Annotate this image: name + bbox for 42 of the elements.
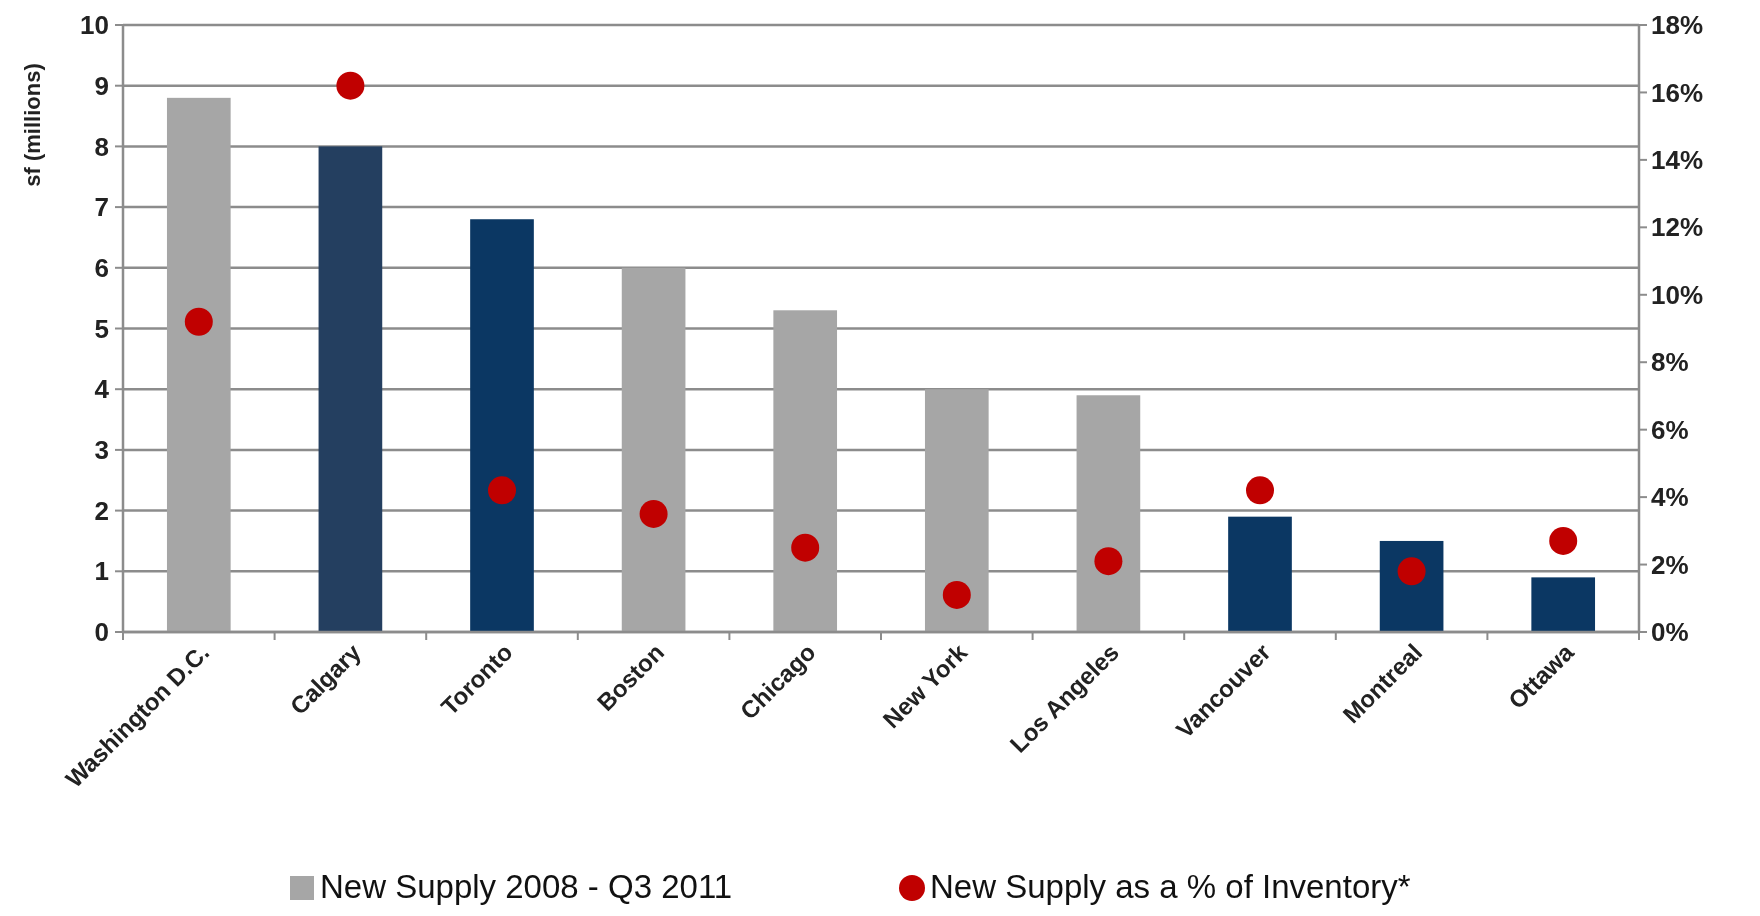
y-tick-label: 1 bbox=[94, 556, 109, 587]
y2-tick-label: 8% bbox=[1651, 347, 1689, 378]
point bbox=[1549, 526, 1578, 555]
bar bbox=[318, 146, 383, 632]
y2-tick-label: 0% bbox=[1651, 617, 1689, 648]
y-tick-label: 3 bbox=[94, 435, 109, 465]
y2-tick-label: 6% bbox=[1651, 414, 1689, 445]
y-tick-label: 9 bbox=[94, 70, 109, 101]
point bbox=[942, 580, 971, 609]
bar bbox=[166, 97, 231, 632]
bar bbox=[621, 267, 686, 632]
y2-tick-label: 10% bbox=[1651, 279, 1704, 310]
bar bbox=[1076, 395, 1141, 632]
point bbox=[639, 499, 668, 528]
bar bbox=[470, 219, 534, 632]
y-tick-label: 8 bbox=[94, 131, 109, 162]
y2-tick-label: 16% bbox=[1651, 77, 1704, 108]
bar bbox=[773, 310, 838, 632]
bar bbox=[924, 389, 989, 632]
bar bbox=[1531, 577, 1596, 632]
y2-tick-label: 14% bbox=[1651, 144, 1704, 175]
y2-tick-label: 2% bbox=[1651, 549, 1689, 580]
y2-tick-label: 18% bbox=[1651, 10, 1704, 41]
point bbox=[184, 307, 213, 336]
point bbox=[336, 71, 365, 100]
y-tick-label: 2 bbox=[94, 495, 109, 526]
y2-tick-label: 4% bbox=[1651, 482, 1689, 513]
point bbox=[488, 476, 516, 505]
y2-tick-label: 12% bbox=[1651, 212, 1704, 243]
point bbox=[791, 533, 820, 562]
point bbox=[1246, 476, 1274, 505]
y-tick-label: 10 bbox=[80, 10, 109, 41]
point bbox=[1094, 547, 1123, 576]
y-tick-label: 7 bbox=[94, 192, 109, 223]
legend-label: New Supply as a % of Inventory* bbox=[930, 868, 1411, 905]
legend-label: New Supply 2008 - Q3 2011 bbox=[320, 868, 733, 905]
y-tick-label: 0 bbox=[94, 617, 109, 648]
y-axis-title: sf (millions) bbox=[20, 63, 45, 187]
y-tick-label: 5 bbox=[94, 313, 109, 344]
y-tick-label: 6 bbox=[94, 252, 109, 283]
y-tick-label: 4 bbox=[94, 374, 110, 405]
bar bbox=[1228, 516, 1292, 632]
